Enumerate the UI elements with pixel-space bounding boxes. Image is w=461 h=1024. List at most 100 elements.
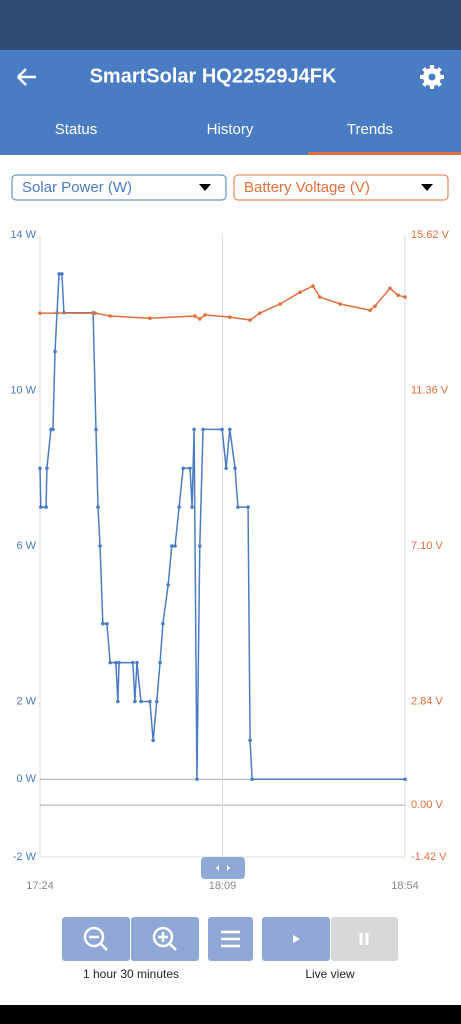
y2-tick-label: 7.10 V bbox=[411, 540, 443, 552]
data-point bbox=[155, 699, 159, 704]
play-button[interactable] bbox=[262, 917, 330, 961]
back-button[interactable] bbox=[17, 68, 36, 86]
data-point bbox=[193, 314, 197, 318]
data-point bbox=[250, 777, 254, 782]
data-point bbox=[338, 302, 342, 306]
tab-indicator bbox=[308, 152, 461, 155]
data-point bbox=[388, 286, 392, 291]
data-point bbox=[203, 313, 207, 317]
chart: 14 W 10 W 6 W 2 W 0 W -2 W 15.62 V 11.36 V 7.10 … bbox=[10, 229, 449, 892]
data-point bbox=[39, 505, 43, 509]
data-point bbox=[139, 699, 143, 704]
menu-button[interactable] bbox=[208, 917, 253, 961]
data-point bbox=[224, 466, 228, 471]
data-point bbox=[236, 505, 240, 509]
data-point bbox=[108, 314, 112, 318]
data-point bbox=[248, 318, 252, 322]
live-label: Live view bbox=[305, 967, 355, 981]
data-point bbox=[60, 272, 64, 276]
data-point bbox=[181, 466, 185, 471]
x-tick-label: 18:09 bbox=[209, 880, 237, 892]
data-point bbox=[246, 505, 250, 509]
data-point bbox=[318, 295, 322, 299]
data-point bbox=[311, 284, 315, 288]
data-point bbox=[190, 505, 194, 509]
data-point bbox=[192, 427, 196, 432]
data-point bbox=[195, 777, 199, 782]
data-point bbox=[98, 544, 102, 548]
data-point bbox=[45, 466, 49, 471]
y2-tick-label: 0.00 V bbox=[411, 799, 443, 811]
selector[interactable]: Solar Power (W) bbox=[11, 174, 227, 201]
data-point bbox=[220, 427, 224, 432]
data-point bbox=[131, 660, 135, 665]
data-point bbox=[161, 621, 165, 626]
data-point bbox=[173, 544, 177, 548]
data-point bbox=[151, 738, 155, 743]
data-point bbox=[38, 311, 42, 315]
data-point bbox=[373, 304, 377, 308]
data-point bbox=[166, 583, 170, 587]
data-point bbox=[298, 290, 302, 295]
data-point bbox=[278, 302, 282, 306]
data-point bbox=[228, 427, 232, 432]
y2-tick-label: 2.84 V bbox=[411, 695, 443, 707]
selector-text: Battery Voltage (V) bbox=[244, 179, 370, 196]
data-point bbox=[51, 427, 55, 432]
data-point bbox=[105, 621, 109, 626]
drag-handle[interactable] bbox=[201, 857, 245, 879]
data-point bbox=[177, 505, 181, 509]
tab-active[interactable]: Trends bbox=[347, 121, 393, 138]
tab[interactable]: History bbox=[207, 121, 254, 138]
zoom-label: 1 hour 30 minutes bbox=[83, 967, 179, 981]
data-point bbox=[188, 466, 192, 471]
data-point bbox=[170, 544, 174, 548]
data-point bbox=[248, 738, 252, 743]
y-tick-label: 10 W bbox=[10, 384, 36, 396]
status-bar bbox=[0, 0, 461, 50]
data-point bbox=[93, 311, 97, 315]
pause-button[interactable] bbox=[331, 917, 398, 961]
data-point bbox=[148, 699, 152, 704]
zoom-out-button[interactable] bbox=[62, 917, 130, 961]
data-point bbox=[101, 621, 105, 626]
data-point bbox=[44, 505, 48, 509]
data-point bbox=[148, 316, 152, 321]
y2-tick-label: 11.36 V bbox=[411, 384, 449, 396]
data-point bbox=[403, 777, 407, 782]
nav-bar bbox=[0, 1005, 461, 1024]
data-point bbox=[133, 699, 137, 704]
data-point bbox=[94, 427, 98, 432]
data-point bbox=[258, 311, 262, 315]
data-point bbox=[368, 308, 372, 312]
app-title: SmartSolar HQ22529J4FK bbox=[90, 65, 337, 87]
data-point bbox=[96, 505, 100, 509]
data-point bbox=[228, 315, 232, 319]
y-tick-label: 2 W bbox=[16, 695, 36, 707]
x-tick-label: 17:24 bbox=[26, 880, 54, 892]
data-point bbox=[197, 544, 202, 548]
y-tick-label: 0 W bbox=[16, 773, 36, 785]
data-point bbox=[197, 317, 202, 321]
y-tick-label: 14 W bbox=[10, 229, 36, 241]
y2-tick-label: -1.42 V bbox=[411, 851, 447, 863]
data-point bbox=[116, 699, 120, 704]
data-point bbox=[53, 349, 57, 354]
zoom-in-button[interactable] bbox=[131, 917, 199, 961]
data-point bbox=[403, 295, 407, 299]
data-point bbox=[135, 660, 139, 665]
selector-text: Solar Power (W) bbox=[22, 179, 132, 196]
data-point bbox=[114, 660, 118, 665]
y-tick-label: 6 W bbox=[16, 540, 36, 552]
data-point bbox=[158, 660, 162, 665]
settings-button[interactable] bbox=[420, 65, 444, 89]
data-point bbox=[396, 293, 400, 298]
data-point bbox=[57, 272, 61, 276]
data-point bbox=[38, 466, 42, 471]
x-tick-label: 18:54 bbox=[391, 880, 419, 892]
y-tick-label: -2 W bbox=[13, 851, 37, 863]
tab[interactable]: Status bbox=[55, 121, 98, 138]
data-point bbox=[201, 427, 205, 432]
selector[interactable]: Battery Voltage (V) bbox=[233, 174, 449, 201]
